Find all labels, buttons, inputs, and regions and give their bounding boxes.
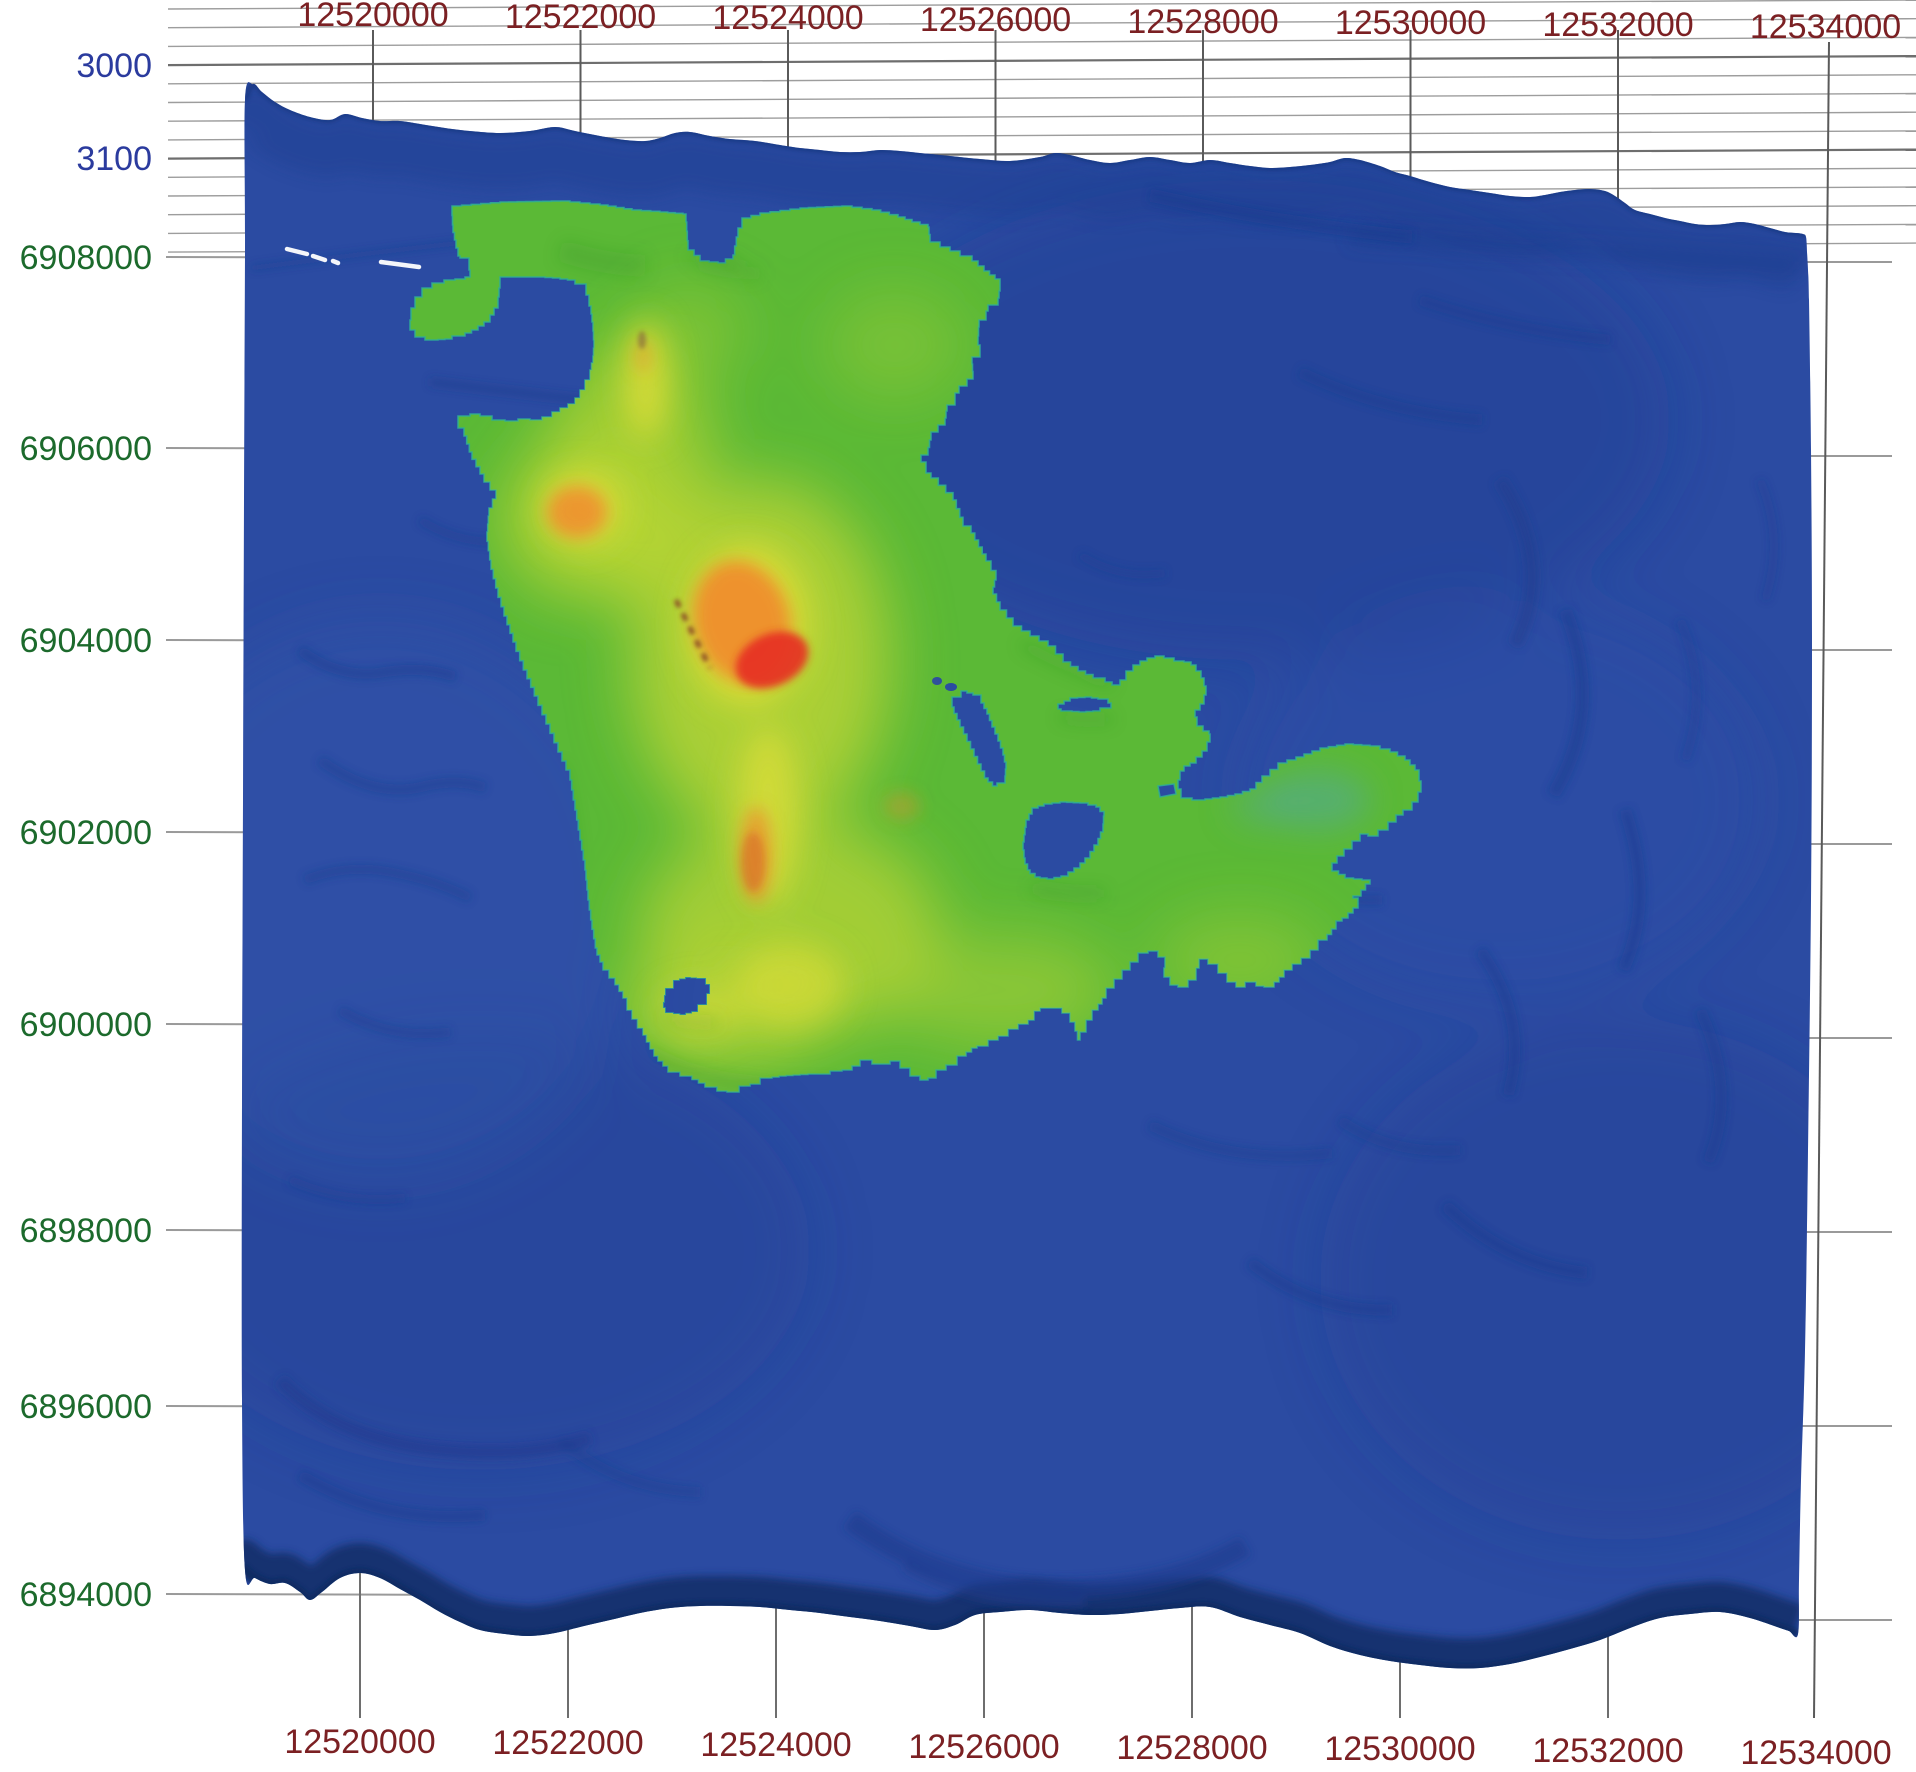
svg-text:12534000: 12534000: [1740, 1734, 1891, 1772]
svg-text:3100: 3100: [76, 140, 152, 178]
svg-text:12524000: 12524000: [712, 0, 863, 37]
svg-text:12522000: 12522000: [492, 1724, 643, 1762]
svg-text:12520000: 12520000: [297, 0, 448, 34]
svg-text:12524000: 12524000: [700, 1726, 851, 1764]
svg-text:6908000: 6908000: [20, 239, 152, 277]
svg-text:3000: 3000: [76, 47, 152, 85]
svg-text:6894000: 6894000: [20, 1576, 152, 1614]
svg-text:6896000: 6896000: [20, 1388, 152, 1426]
svg-text:12530000: 12530000: [1324, 1730, 1475, 1768]
svg-text:12526000: 12526000: [920, 1, 1071, 39]
svg-text:6902000: 6902000: [20, 814, 152, 852]
svg-text:12522000: 12522000: [505, 0, 656, 36]
svg-text:12530000: 12530000: [1335, 4, 1486, 42]
svg-text:12532000: 12532000: [1532, 1732, 1683, 1770]
svg-text:12526000: 12526000: [908, 1728, 1059, 1766]
svg-text:12528000: 12528000: [1116, 1729, 1267, 1767]
svg-text:6904000: 6904000: [20, 622, 152, 660]
svg-text:12528000: 12528000: [1127, 3, 1278, 41]
svg-text:6898000: 6898000: [20, 1212, 152, 1250]
svg-text:6906000: 6906000: [20, 430, 152, 468]
svg-text:6900000: 6900000: [20, 1006, 152, 1044]
svg-text:12520000: 12520000: [284, 1723, 435, 1761]
svg-text:12534000: 12534000: [1750, 8, 1901, 46]
svg-text:12532000: 12532000: [1542, 6, 1693, 44]
